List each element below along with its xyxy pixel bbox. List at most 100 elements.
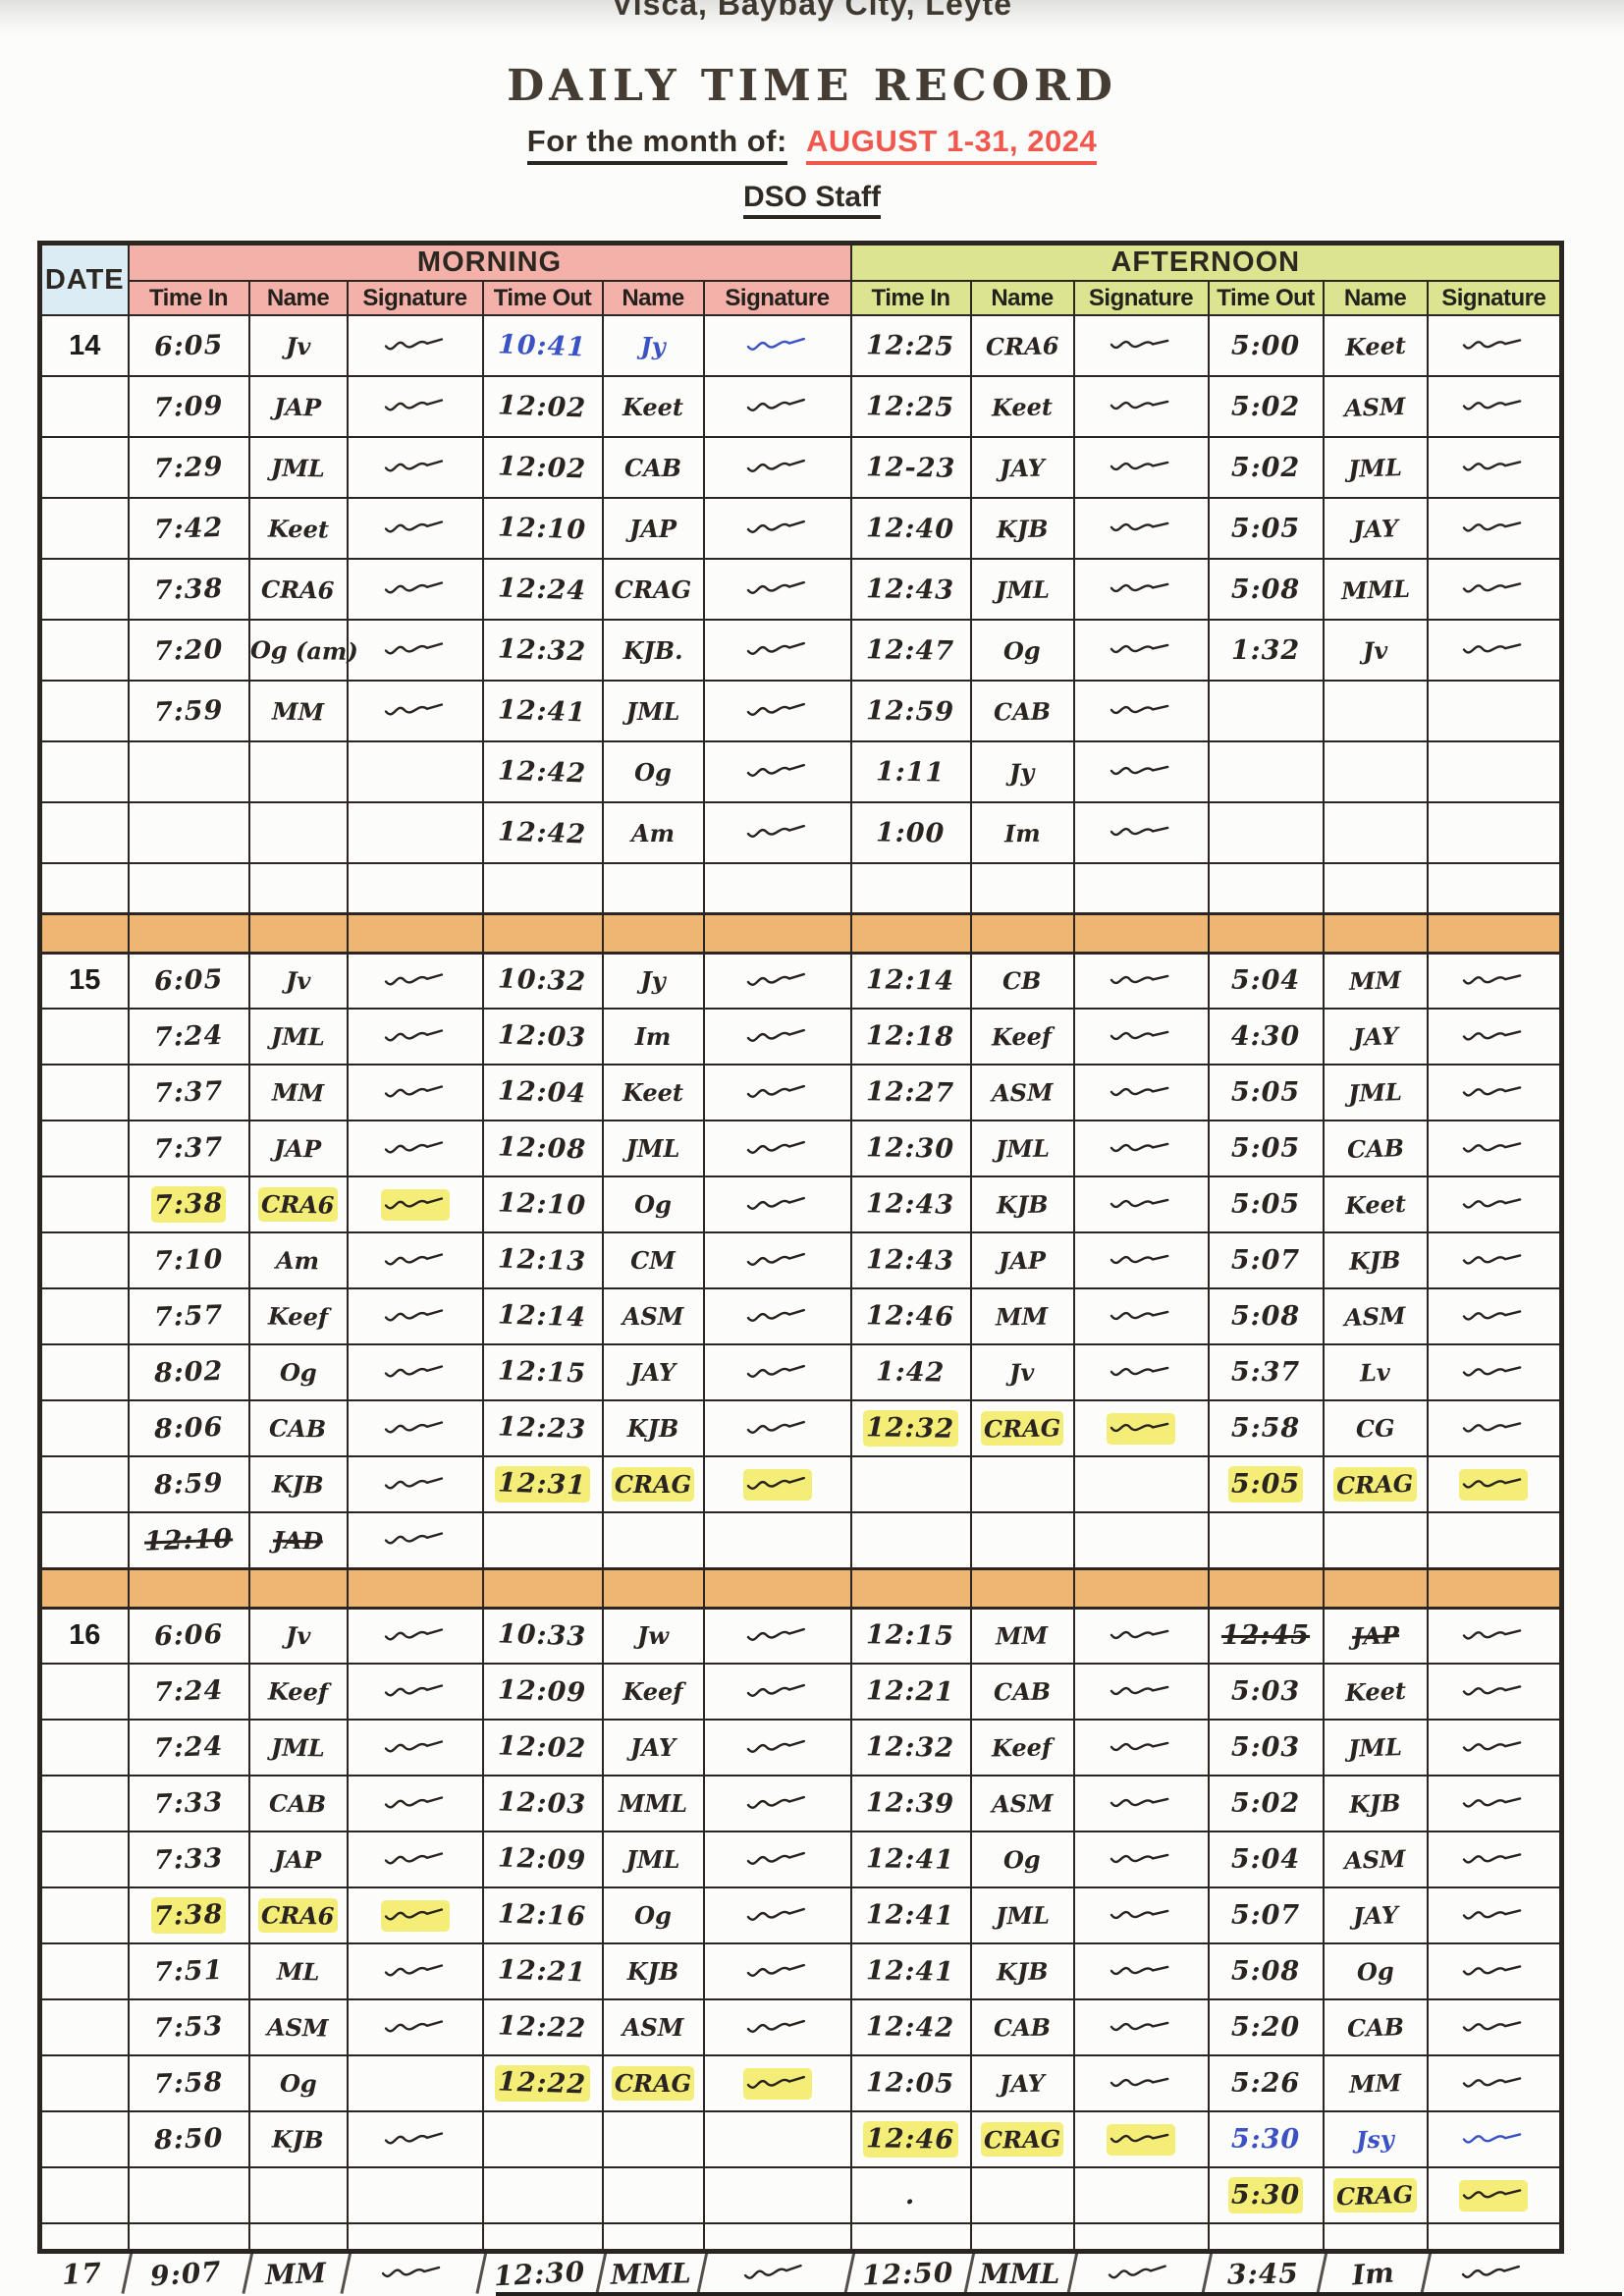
- dtr-cell: 7:10: [127, 1231, 250, 1289]
- dtr-cell: Og: [247, 2054, 349, 2112]
- dtr-cell: 7:42: [127, 497, 250, 560]
- dtr-cell: [346, 1663, 484, 1721]
- handwritten-name: Keet: [623, 1078, 683, 1107]
- handwritten-time: 12:45: [1220, 1620, 1311, 1652]
- dtr-cell: [346, 2054, 484, 2112]
- handwritten-name: Jv: [285, 331, 311, 360]
- dtr-cell: 12:43: [849, 1231, 972, 1289]
- signature-scribble-icon: [384, 1364, 443, 1377]
- signature: [745, 515, 809, 542]
- dtr-cell: [1072, 1942, 1210, 2000]
- signature-scribble-icon: [1463, 461, 1522, 471]
- handwritten-time: 12:24: [497, 572, 588, 607]
- dtr-cell: Im: [601, 1008, 705, 1066]
- date-cell: [38, 1455, 130, 1513]
- dtr-cell: [346, 1607, 484, 1665]
- signature-scribble-icon: [384, 1196, 443, 1209]
- signature-scribble-icon: [1110, 339, 1169, 350]
- handwritten-time: 12:22: [497, 2010, 588, 2045]
- handwritten-name: JAY: [630, 1733, 676, 1762]
- handwritten-name: JML: [625, 1845, 680, 1874]
- signature-scribble-icon: [1110, 1254, 1169, 1264]
- signature: [1110, 1677, 1173, 1705]
- signature-scribble-icon: [384, 1851, 443, 1864]
- dtr-cell: 5:04: [1207, 952, 1325, 1010]
- dtr-cell: 7:53: [127, 1998, 250, 2056]
- signature: [383, 1527, 446, 1554]
- signature: [1462, 967, 1525, 994]
- signature: [1462, 1790, 1525, 1817]
- handwritten-time: 12:02: [497, 450, 588, 485]
- handwritten-name: Keet: [1344, 1675, 1406, 1708]
- dtr-cell: [702, 1175, 852, 1233]
- dtr-cell: JAY: [1322, 497, 1429, 560]
- signature-scribble-icon: [1110, 1142, 1169, 1152]
- dtr-cell: Am: [247, 1231, 349, 1289]
- table-row: 7:42 Keet 12:10 JAP 12:40 KJB 5:05 JAY: [38, 497, 1563, 560]
- dtr-cell: [1072, 1455, 1210, 1513]
- yellow-highlight: CRAG: [614, 1470, 692, 1499]
- signature-scribble-icon: [746, 1683, 805, 1697]
- handwritten-time: 12:05: [866, 2067, 955, 2100]
- signature: [1110, 1078, 1173, 1106]
- handwritten-time: 7:38: [153, 1898, 224, 1933]
- dtr-cell: 12:41: [849, 1942, 972, 2000]
- handwritten-time: 5:04: [1230, 1844, 1301, 1875]
- signature-scribble-icon: [384, 1683, 443, 1696]
- dtr-cell: [346, 1511, 484, 1569]
- handwritten-name: Am: [276, 1245, 320, 1276]
- dtr-cell: 6:06: [127, 1607, 250, 1665]
- dtr-cell: 7:24: [127, 1008, 250, 1066]
- dtr-cell: 12:42: [481, 740, 604, 803]
- dtr-cell: 12:15: [481, 1343, 604, 1401]
- signature-scribble-icon: [746, 702, 805, 716]
- dtr-cell: [702, 2110, 852, 2168]
- dtr-cell: CAB: [601, 436, 705, 499]
- dtr-cell: 7:09: [127, 375, 250, 438]
- dtr-cell: [1426, 1719, 1563, 1777]
- signature-scribble-icon: [1110, 2077, 1169, 2087]
- dtr-cell: JML: [601, 680, 705, 742]
- dtr-cell: CAB: [247, 1775, 349, 1832]
- dtr-cell: 5:20: [1207, 1998, 1325, 2056]
- handwritten-time: 12:16: [497, 1898, 588, 1933]
- signature-scribble-icon: [384, 2019, 443, 2032]
- orange-separator-row: [38, 911, 1563, 955]
- dtr-cell: KJB: [601, 1399, 705, 1457]
- dtr-cell: [346, 497, 484, 560]
- signature-scribble-icon: [384, 642, 443, 655]
- handwritten-name: JML: [995, 574, 1050, 604]
- handwritten-time: 7:24: [153, 1730, 224, 1765]
- col-header-signature: Signature: [1426, 280, 1563, 316]
- handwritten-time: 12:59: [866, 694, 955, 728]
- date-number: 14: [69, 329, 101, 361]
- col-header-signature: Signature: [702, 280, 852, 316]
- dtr-cell: [1072, 740, 1210, 803]
- dtr-cell: KJB.: [601, 619, 705, 682]
- footer-cell: MML: [968, 2251, 1071, 2296]
- handwritten-name: Keet: [623, 392, 683, 421]
- handwritten-name: Am: [630, 818, 675, 847]
- signature-scribble-icon: [1110, 1853, 1169, 1863]
- dtr-cell: CAB: [247, 1399, 349, 1457]
- signature: [745, 1190, 809, 1218]
- col-header-name: Name: [969, 280, 1075, 316]
- handwritten-time: 1:32: [1230, 634, 1301, 666]
- date-cell: [38, 1663, 130, 1721]
- dtr-cell: JML: [247, 1719, 349, 1777]
- dtr-cell: [702, 1566, 852, 1610]
- dtr-cell: [1072, 911, 1210, 955]
- dtr-cell: 12:18: [849, 1008, 972, 1066]
- signature: [1107, 2259, 1170, 2287]
- dtr-cell: Keet: [247, 497, 349, 560]
- signature-scribble-icon: [384, 1028, 443, 1041]
- col-header-time-in: Time In: [849, 280, 972, 316]
- dtr-cell: 7:51: [127, 1942, 250, 2000]
- dtr-cell: [1426, 1998, 1563, 2056]
- dtr-cell: [1322, 740, 1429, 803]
- handwritten-time: 7:37: [153, 1131, 224, 1166]
- yellow-highlight: CRAG: [984, 1413, 1061, 1443]
- dtr-cell: [346, 801, 484, 864]
- handwritten-time: 12:43: [866, 1188, 955, 1221]
- dtr-cell: [346, 862, 484, 914]
